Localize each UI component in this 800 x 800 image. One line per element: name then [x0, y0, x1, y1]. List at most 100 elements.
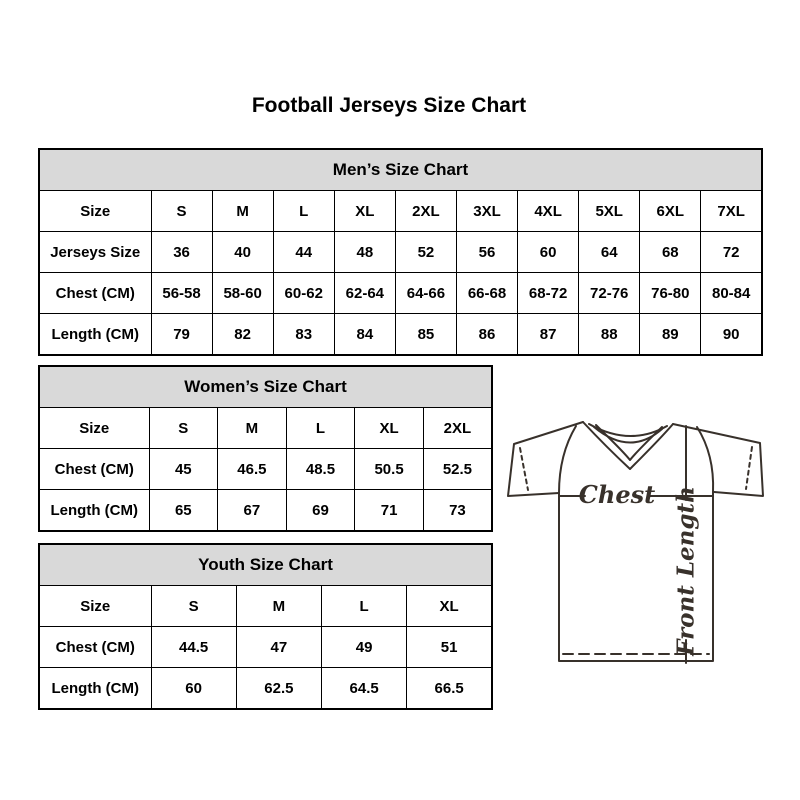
value-cell: 62-64 — [333, 272, 396, 314]
value-cell: 50.5 — [354, 448, 424, 490]
front-length-label: Front Length — [673, 486, 700, 657]
value-cell: 44.5 — [150, 626, 237, 668]
youth-size-table: Youth Size Chart Size S M L XL Chest (CM) 44.5 4… — [38, 543, 493, 710]
value-cell: 84 — [333, 313, 396, 356]
value-cell: 64.5 — [320, 667, 408, 710]
table-title: Women’s Size Chart — [38, 365, 493, 408]
row-label-cell: Chest (CM) — [38, 272, 152, 314]
value-cell: 40 — [211, 231, 274, 273]
table-header-row: Men’s Size Chart — [38, 148, 763, 191]
value-cell: 60-62 — [272, 272, 335, 314]
row-label-cell: Chest (CM) — [38, 448, 150, 490]
value-cell: 64-66 — [394, 272, 457, 314]
value-cell: 45 — [148, 448, 219, 490]
table-row: Size S M L XL 2XL 3XL 4XL 5XL 6XL 7XL — [38, 190, 763, 232]
row-label-cell: Size — [38, 585, 152, 627]
value-cell: 36 — [150, 231, 213, 273]
value-cell: 60 — [150, 667, 237, 710]
table-row: Length (CM) 79 82 83 84 85 86 87 88 89 90 — [38, 313, 763, 356]
value-cell: 56-58 — [150, 272, 213, 314]
table-header-row: Women’s Size Chart — [38, 365, 493, 408]
row-label-cell: Size — [38, 190, 152, 232]
table-row: Jerseys Size 36 40 44 48 52 56 60 64 68 72 — [38, 231, 763, 273]
value-cell: 80-84 — [700, 272, 763, 314]
value-cell: 90 — [700, 313, 763, 356]
table-header-row: Youth Size Chart — [38, 543, 493, 586]
table-row: Size S M L XL 2XL — [38, 407, 493, 449]
value-cell: L — [285, 407, 356, 449]
value-cell: 60 — [517, 231, 580, 273]
value-cell: L — [320, 585, 408, 627]
jersey-collar-outer-v — [582, 421, 674, 470]
value-cell: 68-72 — [517, 272, 580, 314]
value-cell: 47 — [235, 626, 323, 668]
womens-size-table: Women’s Size Chart Size S M L XL 2XL Chest (CM)… — [38, 365, 493, 532]
value-cell: 64 — [578, 231, 641, 273]
value-cell: 66.5 — [406, 667, 493, 710]
value-cell: 58-60 — [211, 272, 274, 314]
jersey-measurement-diagram: Chest Front Length — [507, 421, 764, 664]
value-cell: XL — [354, 407, 424, 449]
value-cell: 52.5 — [422, 448, 493, 490]
row-label-cell: Size — [38, 407, 150, 449]
row-label-cell: Jerseys Size — [38, 231, 152, 273]
table-title: Youth Size Chart — [38, 543, 493, 586]
table-row: Chest (CM) 44.5 47 49 51 — [38, 626, 493, 668]
value-cell: 48 — [333, 231, 396, 273]
jersey-right-sleeve — [672, 423, 764, 497]
row-label-cell: Length (CM) — [38, 313, 152, 356]
row-label-cell: Length (CM) — [38, 667, 152, 710]
table-row: Chest (CM) 56-58 58-60 60-62 62-64 64-66 66-68… — [38, 272, 763, 314]
value-cell: 51 — [406, 626, 493, 668]
row-label-cell: Chest (CM) — [38, 626, 152, 668]
value-cell: 71 — [354, 489, 424, 532]
value-cell: 66-68 — [455, 272, 519, 314]
value-cell: 88 — [578, 313, 641, 356]
row-label-cell: Length (CM) — [38, 489, 150, 532]
jersey-collar-band-arc-bottom — [593, 426, 663, 444]
value-cell: 49 — [320, 626, 408, 668]
value-cell: 89 — [639, 313, 702, 356]
value-cell: 4XL — [517, 190, 580, 232]
jersey-right-armhole-seam — [696, 426, 715, 493]
value-cell: 48.5 — [285, 448, 356, 490]
value-cell: 67 — [217, 489, 287, 532]
value-cell: 72-76 — [578, 272, 641, 314]
value-cell: S — [150, 190, 213, 232]
value-cell: L — [272, 190, 335, 232]
table-row: Length (CM) 60 62.5 64.5 66.5 — [38, 667, 493, 710]
value-cell: 79 — [150, 313, 213, 356]
value-cell: 7XL — [700, 190, 763, 232]
value-cell: S — [150, 585, 237, 627]
jersey-left-sleeve — [507, 421, 584, 497]
value-cell: M — [235, 585, 323, 627]
value-cell: 68 — [639, 231, 702, 273]
value-cell: XL — [333, 190, 396, 232]
value-cell: 85 — [394, 313, 457, 356]
jersey-body-outline — [558, 491, 714, 662]
page-title: Football Jerseys Size Chart — [251, 94, 527, 117]
table-title: Men’s Size Chart — [38, 148, 763, 191]
value-cell: 2XL — [394, 190, 457, 232]
jersey-right-cuff-stitch — [745, 446, 753, 490]
value-cell: 62.5 — [235, 667, 323, 710]
table-row: Size S M L XL — [38, 585, 493, 627]
value-cell: 46.5 — [217, 448, 287, 490]
jersey-left-cuff-stitch — [519, 447, 529, 491]
value-cell: 82 — [211, 313, 274, 356]
table-row: Chest (CM) 45 46.5 48.5 50.5 52.5 — [38, 448, 493, 490]
value-cell: 72 — [700, 231, 763, 273]
value-cell: S — [148, 407, 219, 449]
value-cell: 73 — [422, 489, 493, 532]
value-cell: 86 — [455, 313, 519, 356]
value-cell: 5XL — [578, 190, 641, 232]
table-row: Length (CM) 65 67 69 71 73 — [38, 489, 493, 532]
value-cell: 87 — [517, 313, 580, 356]
value-cell: 44 — [272, 231, 335, 273]
value-cell: 83 — [272, 313, 335, 356]
value-cell: M — [211, 190, 274, 232]
value-cell: 3XL — [455, 190, 519, 232]
value-cell: 56 — [455, 231, 519, 273]
value-cell: XL — [406, 585, 493, 627]
